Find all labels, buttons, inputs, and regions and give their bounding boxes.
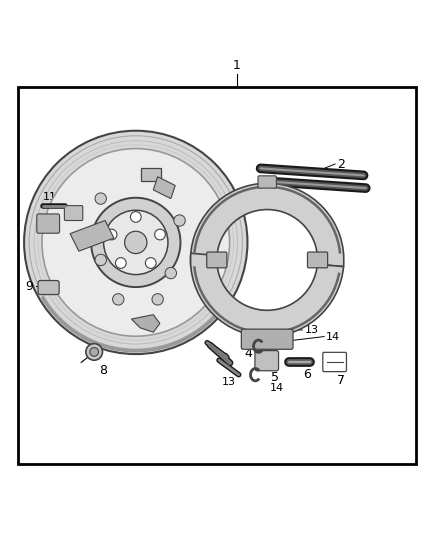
Circle shape <box>131 212 141 222</box>
Text: 10: 10 <box>43 232 57 243</box>
Bar <box>141 168 161 181</box>
Text: 12: 12 <box>85 205 99 215</box>
FancyBboxPatch shape <box>207 252 227 268</box>
Text: 2: 2 <box>337 158 345 171</box>
Circle shape <box>124 231 147 254</box>
Text: 14: 14 <box>267 340 281 350</box>
Wedge shape <box>191 253 343 336</box>
Circle shape <box>106 229 117 240</box>
FancyBboxPatch shape <box>37 214 60 233</box>
Text: 1: 1 <box>233 59 240 71</box>
Text: 4: 4 <box>244 347 252 360</box>
Polygon shape <box>131 314 160 332</box>
Circle shape <box>174 215 185 226</box>
Circle shape <box>165 268 177 279</box>
FancyBboxPatch shape <box>64 206 83 221</box>
FancyBboxPatch shape <box>241 329 293 349</box>
FancyBboxPatch shape <box>255 351 279 371</box>
Circle shape <box>113 294 124 305</box>
Text: 13: 13 <box>222 377 236 387</box>
Text: 11: 11 <box>43 192 57 201</box>
Text: 13: 13 <box>304 325 318 335</box>
FancyBboxPatch shape <box>307 252 328 268</box>
Bar <box>18 87 416 464</box>
Text: 5: 5 <box>271 371 279 384</box>
Circle shape <box>24 131 247 354</box>
Text: 6: 6 <box>303 368 311 381</box>
Text: 8: 8 <box>99 364 107 377</box>
Text: 14: 14 <box>326 332 340 342</box>
Circle shape <box>86 344 102 360</box>
Circle shape <box>155 229 166 240</box>
Circle shape <box>152 294 163 305</box>
Polygon shape <box>153 177 175 199</box>
Circle shape <box>91 198 180 287</box>
Circle shape <box>42 149 230 336</box>
Circle shape <box>116 257 126 269</box>
Text: 14: 14 <box>269 383 283 393</box>
Circle shape <box>95 254 106 265</box>
FancyBboxPatch shape <box>38 280 59 295</box>
Circle shape <box>95 193 106 204</box>
Text: 3: 3 <box>326 258 334 271</box>
Text: 7: 7 <box>337 374 345 387</box>
Text: 9: 9 <box>25 280 33 293</box>
Circle shape <box>104 210 168 274</box>
FancyBboxPatch shape <box>258 176 276 188</box>
Polygon shape <box>70 221 114 251</box>
Wedge shape <box>191 183 344 266</box>
Circle shape <box>145 257 156 269</box>
Circle shape <box>90 348 99 356</box>
